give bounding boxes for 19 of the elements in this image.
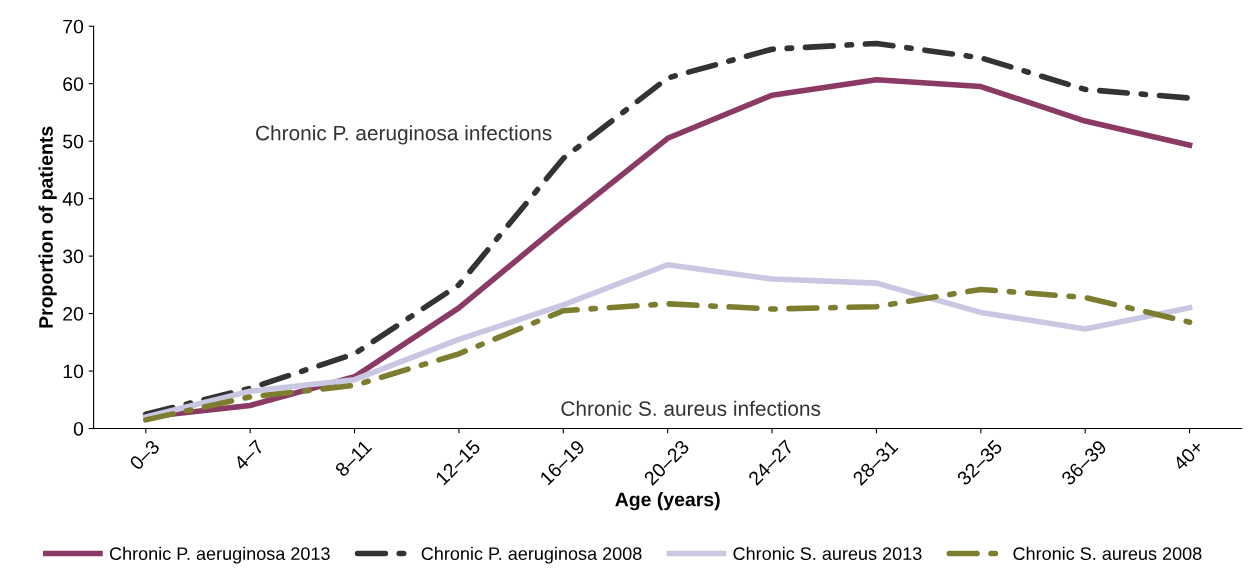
annotation: Chronic P. aeruginosa infections — [256, 125, 552, 145]
y-axis-title: Proportion of patients — [38, 126, 57, 328]
y-tick-label: 70 — [63, 19, 84, 34]
legend-label: Chronic P. aeruginosa 2013 — [109, 546, 330, 564]
x-tick-label: 0–3 — [128, 439, 161, 471]
y-tick-label: 20 — [63, 307, 84, 321]
legend-label: Chronic S. aureus 2013 — [733, 546, 922, 561]
y-tick-label: 50 — [63, 134, 84, 149]
y-tick-label: 10 — [63, 364, 84, 379]
x-axis-title: Age (years) — [615, 492, 720, 511]
annotation: Chronic S. aureus infections — [561, 400, 821, 416]
legend-label: Chronic P. aeruginosa 2008 — [421, 546, 642, 564]
y-tick-label: 40 — [62, 192, 84, 206]
legend-label: Chronic S. aureus 2008 — [1013, 546, 1202, 561]
x-tick-label: 4–7 — [233, 439, 265, 471]
y-tick-label: 30 — [62, 249, 84, 264]
x-tick-label: 40+ — [1172, 439, 1205, 472]
y-tick-label: 60 — [63, 77, 84, 91]
y-tick-label: 0 — [73, 421, 84, 436]
